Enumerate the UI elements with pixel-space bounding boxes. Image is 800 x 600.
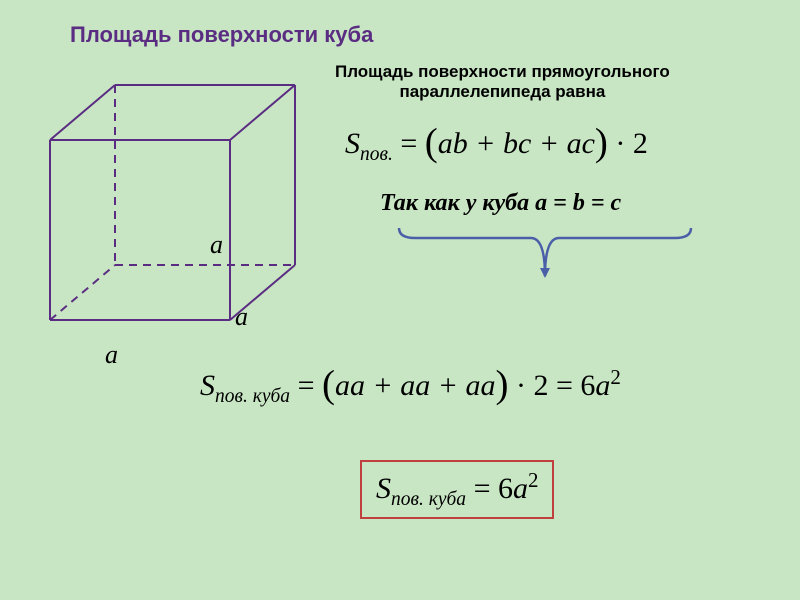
sym-S: S <box>345 127 360 160</box>
sym-S: S <box>200 369 215 402</box>
cube-edge-label-right: a <box>235 302 248 332</box>
sub-pov: пов. <box>360 144 393 165</box>
rparen: ) <box>495 363 508 406</box>
condition-eq: a = b = c <box>535 190 621 216</box>
subtitle-line1: Площадь поверхности прямоугольного <box>335 62 670 81</box>
cube-svg <box>40 75 305 330</box>
sub-pov-cube: пов. куба <box>391 489 466 510</box>
eq: = 6 <box>466 472 513 505</box>
eq: = <box>290 369 322 402</box>
rparen: ) <box>595 121 608 164</box>
body: aa + aa + aa <box>335 369 496 402</box>
formula-cube-result-wrap: Sпов. куба = 6a2 <box>360 460 554 519</box>
condition-prefix: Так как у куба <box>380 190 535 216</box>
cube-edge-label-bottom: a <box>105 340 118 370</box>
cube-edge-label-depth: a <box>210 230 223 260</box>
formula-cube-derivation: Sпов. куба = (aa + aa + aa) · 2 = 6a2 <box>200 360 621 408</box>
sym-S: S <box>376 472 391 505</box>
tail: · 2 <box>608 127 648 160</box>
sub-pov-cube: пов. куба <box>215 386 290 407</box>
lparen: ( <box>425 121 438 164</box>
a: a <box>513 472 528 505</box>
subtitle: Площадь поверхности прямоугольного парал… <box>335 62 670 102</box>
lparen: ( <box>322 363 335 406</box>
page-title: Площадь поверхности куба <box>70 22 373 48</box>
sup2: 2 <box>528 468 539 492</box>
mid: · 2 = 6 <box>508 369 595 402</box>
slide-page: Площадь поверхности куба Площадь поверхн… <box>0 0 800 600</box>
cube-diagram <box>40 75 305 335</box>
formula-cube-result: Sпов. куба = 6a2 <box>360 460 554 519</box>
subtitle-line2: параллелепипеда равна <box>399 82 605 101</box>
sup2: 2 <box>610 365 621 389</box>
formula-parallelepiped: Sпов. = (ab + bc + ac) · 2 <box>345 118 648 166</box>
curly-bracket-icon <box>395 222 695 280</box>
eq: = <box>393 127 425 160</box>
body: ab + bc + ac <box>438 127 595 160</box>
a: a <box>595 369 610 402</box>
condition-text: Так как у куба a = b = c <box>380 190 621 217</box>
